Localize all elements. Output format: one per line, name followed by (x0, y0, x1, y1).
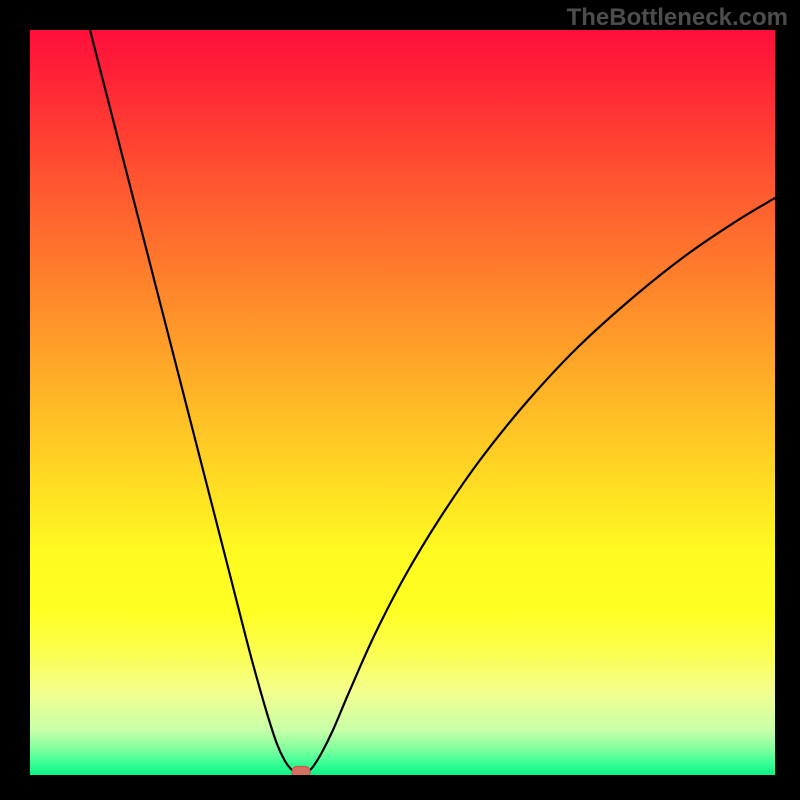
marker-layer (30, 30, 775, 775)
optimum-marker (292, 767, 310, 776)
plot-area (30, 30, 775, 775)
watermark-text: TheBottleneck.com (567, 4, 788, 32)
canvas: TheBottleneck.com (0, 0, 800, 800)
